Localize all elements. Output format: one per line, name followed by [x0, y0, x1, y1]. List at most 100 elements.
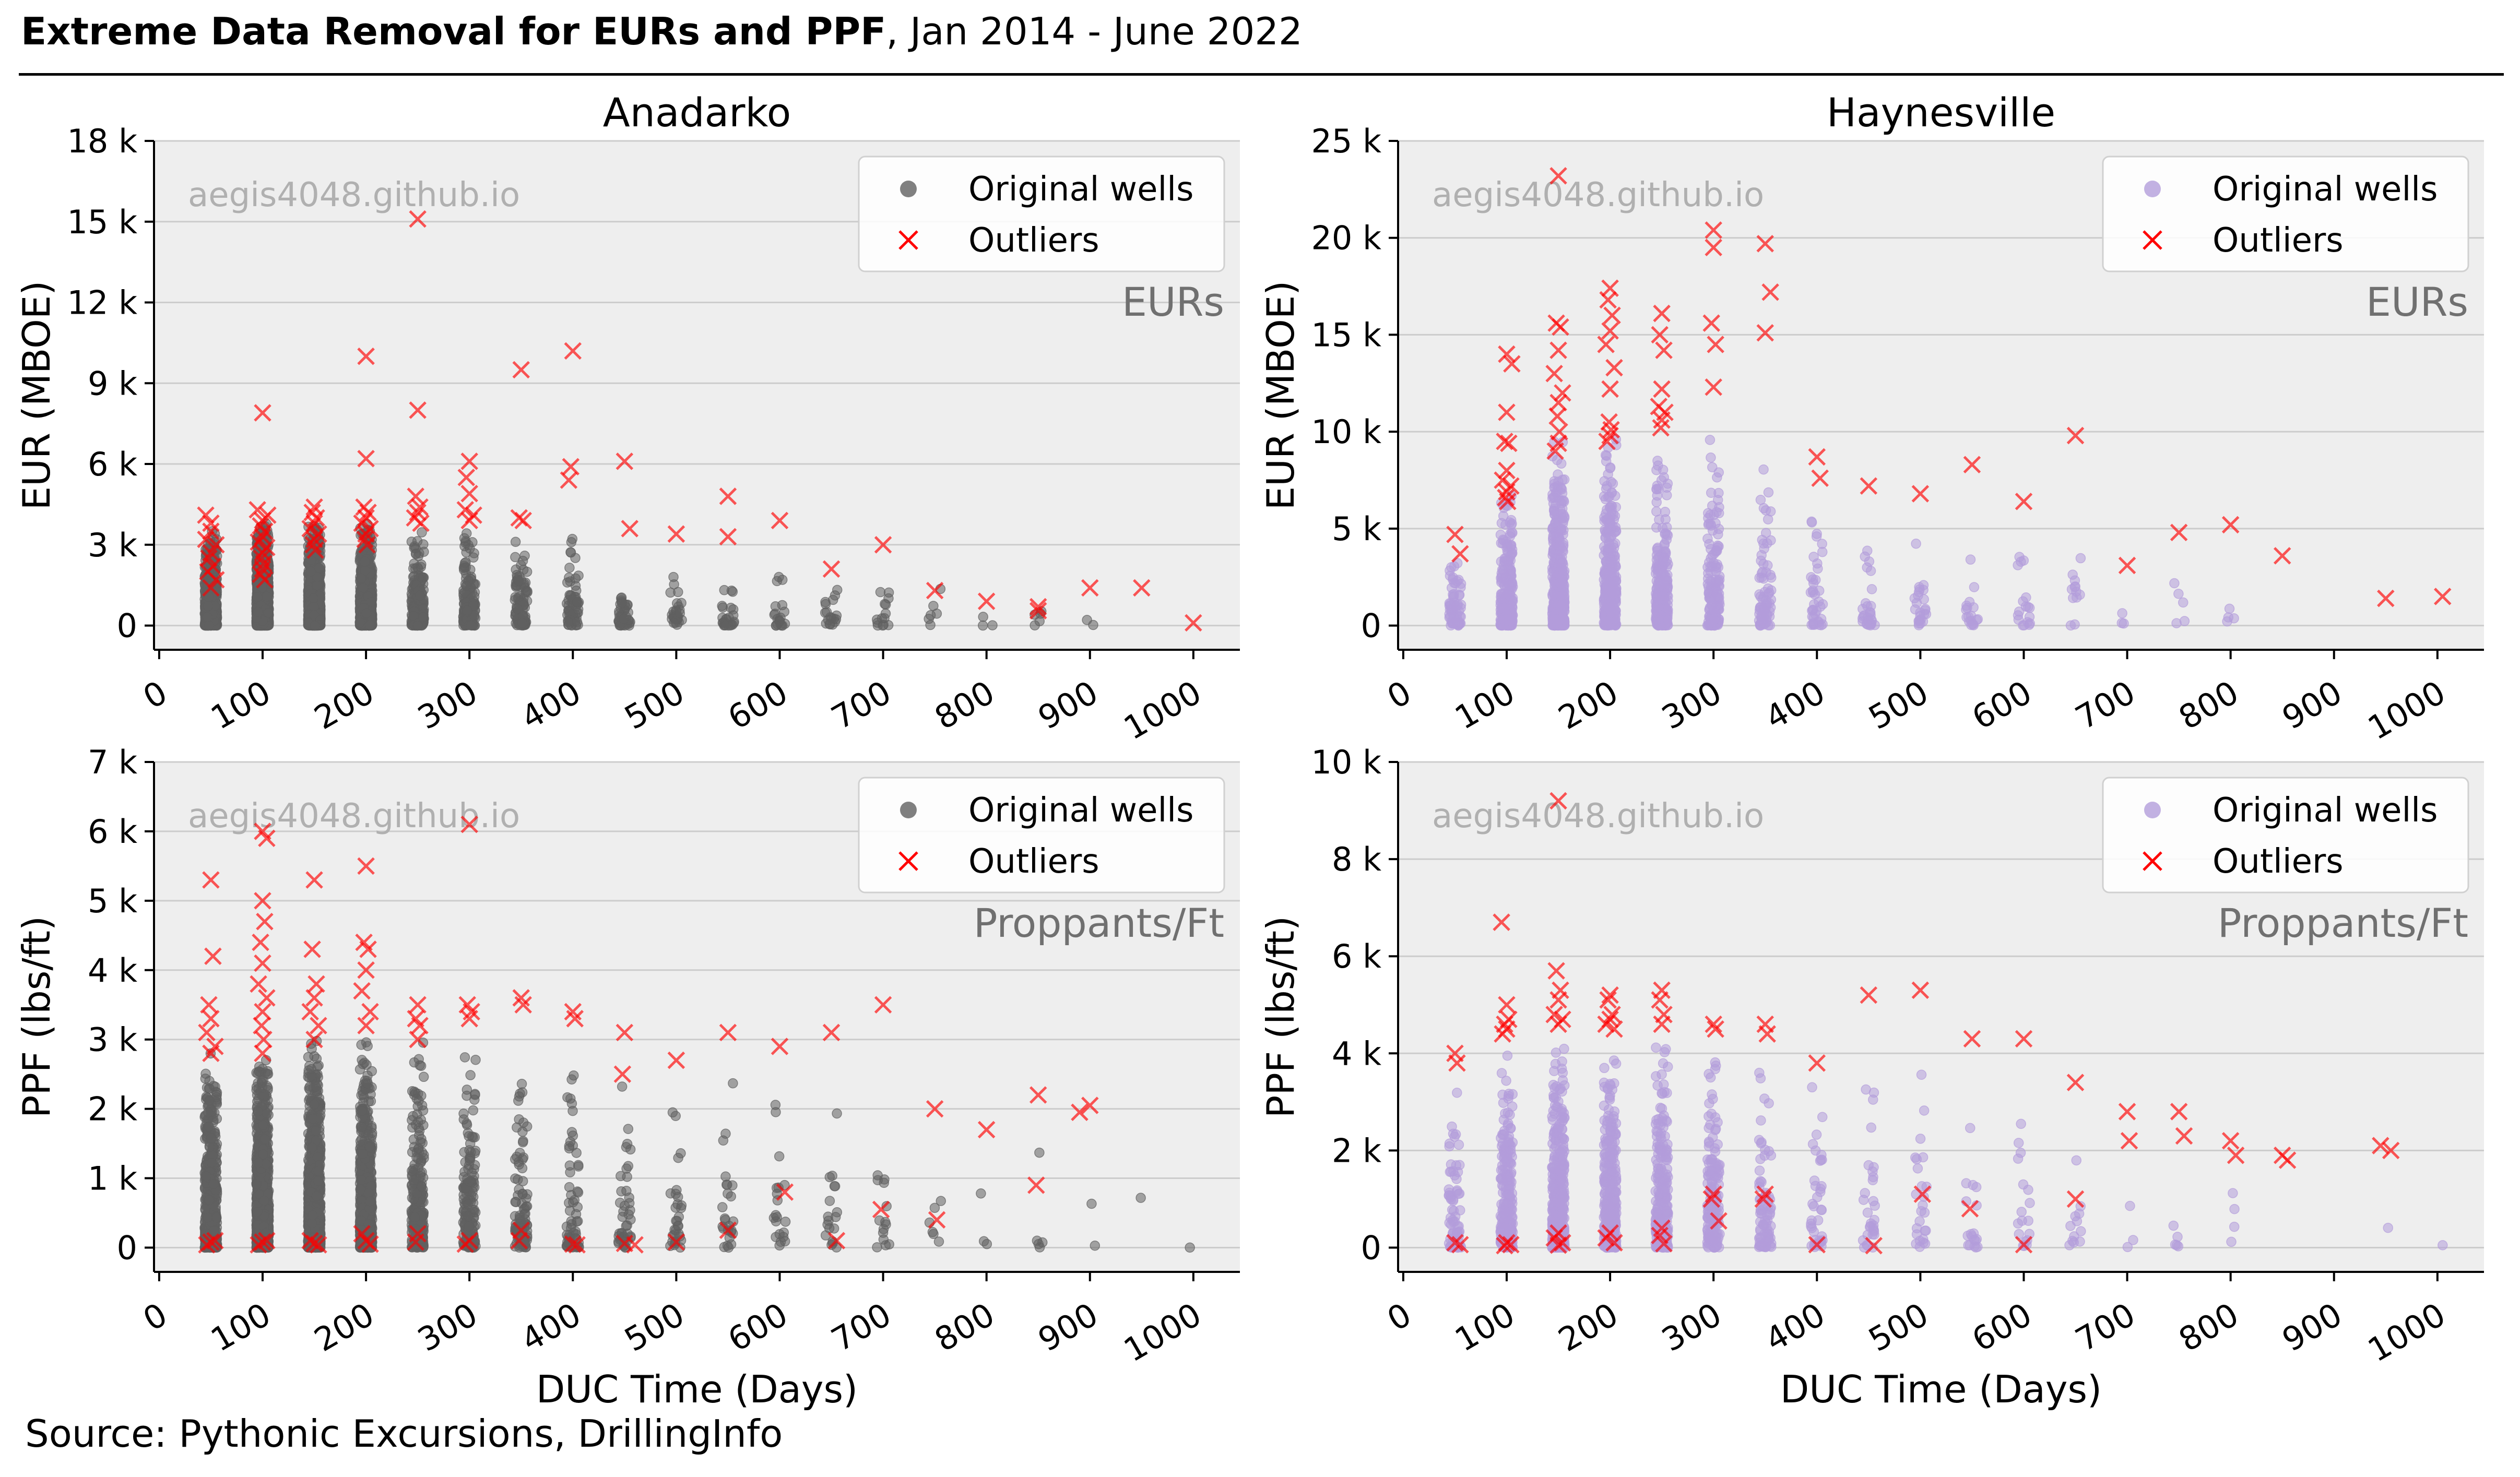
well-point: [412, 620, 423, 631]
well-point: [308, 593, 319, 603]
well-point: [672, 598, 682, 609]
well-point: [1445, 570, 1456, 581]
well-point: [566, 537, 577, 547]
well-cluster: [354, 519, 377, 631]
well-point: [1549, 482, 1560, 493]
well-point: [1555, 504, 1566, 515]
well-point: [978, 612, 988, 622]
well-point: [522, 586, 533, 597]
watermark: aegis4048.github.io: [1432, 176, 1764, 215]
well-point: [728, 618, 739, 628]
well-point: [987, 620, 998, 630]
well-point: [925, 610, 936, 621]
well-point: [459, 558, 470, 568]
well-point: [1556, 458, 1567, 469]
well-point: [253, 606, 263, 617]
well-point: [310, 620, 321, 631]
well-point: [820, 599, 831, 610]
y-tick-label: 0: [117, 607, 137, 645]
well-point: [358, 582, 369, 593]
well-point: [668, 617, 679, 628]
y-axis-label: EUR (MBOE): [15, 281, 58, 510]
well-point: [366, 597, 377, 607]
well-point: [522, 566, 533, 577]
well-point: [252, 592, 263, 602]
well-point: [305, 566, 316, 577]
well-point: [875, 587, 886, 598]
well-point: [462, 605, 472, 616]
well-point: [361, 608, 372, 618]
well-point: [564, 563, 575, 573]
well-point: [1503, 547, 1514, 558]
well-point: [1449, 561, 1460, 571]
well-point: [519, 551, 530, 561]
well-point: [565, 576, 575, 587]
x-tick-label: 800: [928, 673, 1001, 737]
x-tick-label: 900: [1032, 673, 1104, 737]
x-tick-label: 700: [825, 673, 897, 737]
well-point: [409, 543, 419, 553]
well-point: [204, 620, 215, 631]
y-tick-label: 3 k: [88, 526, 137, 564]
x-tick-label: 0: [137, 673, 174, 717]
well-point: [675, 608, 685, 618]
well-point: [832, 585, 843, 595]
well-point: [202, 612, 213, 623]
well-point: [415, 590, 425, 601]
y-tick-label: 12 k: [67, 284, 137, 322]
x-tick-label: 500: [618, 673, 691, 737]
well-point: [461, 580, 471, 591]
well-point: [1507, 595, 1518, 606]
well-cluster: [717, 585, 739, 631]
well-point: [880, 599, 890, 610]
watermark: aegis4048.github.io: [188, 176, 520, 215]
well-point: [1452, 600, 1463, 611]
x-tick-label: 200: [308, 673, 381, 737]
well-cluster: [406, 527, 429, 631]
well-point: [563, 616, 573, 627]
well-point: [510, 592, 520, 602]
well-point: [1498, 510, 1509, 521]
well-point: [354, 617, 365, 628]
well-point: [1454, 590, 1464, 601]
well-point: [928, 601, 939, 611]
well-point: [203, 601, 214, 611]
well-point: [831, 614, 842, 625]
well-point: [409, 571, 419, 581]
well-point: [726, 585, 737, 596]
well-point: [1502, 574, 1513, 585]
well-point: [262, 591, 272, 602]
x-tick-label: 600: [721, 673, 794, 737]
well-point: [359, 556, 370, 567]
well-point: [572, 597, 583, 608]
well-point: [871, 614, 882, 625]
well-point: [1088, 620, 1098, 630]
well-point: [356, 573, 366, 583]
x-tick-label: 1000: [1117, 673, 1208, 747]
legend-marker-original: [900, 181, 917, 197]
well-point: [517, 618, 528, 628]
y-tick-label: 18 k: [67, 122, 137, 160]
well-point: [565, 547, 576, 557]
panel-annotation: EURs: [1122, 279, 1224, 325]
well-point: [883, 587, 894, 598]
x-tick-label: 400: [515, 673, 587, 737]
well-point: [466, 620, 477, 631]
x-tick-label: 100: [205, 673, 277, 737]
well-point: [774, 571, 784, 582]
well-point: [771, 620, 782, 631]
panel-title: Anadarko: [603, 89, 791, 136]
well-point: [309, 601, 319, 612]
y-tick-label: 9 k: [88, 364, 137, 402]
well-point: [617, 598, 628, 609]
well-point: [977, 620, 988, 631]
well-point: [510, 537, 521, 547]
panel-anadarko-eur: aegis4048.github.io 0 3 k 6 k 9 k 12 k 15 k 18 …: [15, 89, 1240, 747]
well-point: [314, 563, 325, 574]
well-cluster: [458, 528, 481, 631]
y-tick-label: 6 k: [88, 445, 137, 483]
y-tick-label: 15 k: [67, 203, 137, 241]
well-point: [1506, 610, 1516, 621]
